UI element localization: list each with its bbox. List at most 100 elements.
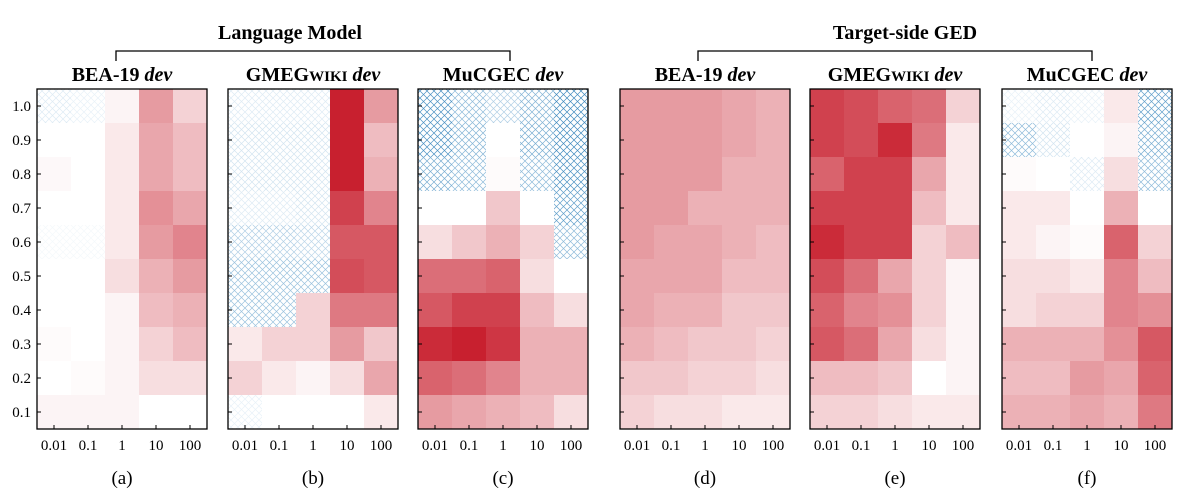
- heatmap-cell: [844, 225, 879, 260]
- heatmap-cell-hatch: [1036, 123, 1071, 158]
- heatmap-cell: [912, 395, 947, 430]
- x-tick-label: 0.1: [79, 438, 98, 454]
- heatmap-cell: [105, 191, 140, 226]
- heatmap-cell: [878, 89, 913, 124]
- heatmap-cell: [688, 361, 723, 396]
- heatmap-cell: [105, 293, 140, 328]
- heatmap-cell: [554, 293, 589, 328]
- heatmap-cell: [722, 225, 757, 260]
- heatmap-cell-hatch: [228, 157, 263, 192]
- heatmap-cell-hatch: [296, 89, 331, 124]
- y-axis-tick-labels: 1.0 0.9 0.8 0.7 0.6 0.5 0.4 0.3 0.2 0.1: [12, 99, 31, 421]
- heatmap-cell: [810, 157, 845, 192]
- heatmap-cell-hatch: [228, 89, 263, 124]
- heatmap-cell: [1070, 259, 1105, 294]
- heatmap-cell: [139, 395, 174, 430]
- panel-title-main: GMEG: [246, 64, 310, 86]
- heatmap-cell: [330, 361, 365, 396]
- heatmap-cell-hatch: [452, 89, 487, 124]
- heatmap-cell: [71, 327, 106, 362]
- group-bracket-target-side-ged: [697, 50, 1093, 61]
- heatmap-cell: [878, 225, 913, 260]
- heatmap-panel: 0.01 0.1 1 10 100 GMEGWIKI dev (e): [809, 64, 981, 489]
- x-tick-label: 10: [340, 438, 355, 454]
- heatmap-cell: [1002, 395, 1037, 430]
- heatmap-cell: [173, 259, 208, 294]
- x-tick-label: 0.01: [422, 438, 448, 454]
- heatmap-cell: [810, 191, 845, 226]
- heatmap-cell: [912, 293, 947, 328]
- heatmap-cell-hatch: [37, 89, 72, 124]
- heatmap-cell: [520, 361, 555, 396]
- heatmap-cell: [418, 259, 453, 294]
- heatmap-cell: [1104, 123, 1139, 158]
- heatmap-cell: [844, 123, 879, 158]
- heatmap-cell-hatch: [262, 89, 297, 124]
- heatmap-cell: [330, 191, 365, 226]
- heatmap-cell: [486, 395, 521, 430]
- heatmap-cell: [722, 89, 757, 124]
- heatmap-cell: [228, 361, 263, 396]
- heatmap-cell: [1070, 123, 1105, 158]
- y-tick-label: 0.1: [12, 405, 31, 421]
- heatmap-cell: [654, 293, 689, 328]
- x-tick-label: 10: [1114, 438, 1129, 454]
- heatmap-panel: 0.01 0.1 1 10 100 BEA-19 dev (a): [36, 64, 208, 489]
- heatmap-cell: [1002, 361, 1037, 396]
- heatmap-cell: [1036, 327, 1071, 362]
- heatmap-cell: [844, 191, 879, 226]
- heatmap-cell: [418, 361, 453, 396]
- y-tick-label: 0.9: [12, 133, 31, 149]
- y-tick-label: 0.8: [12, 167, 31, 183]
- heatmap-cell-hatch: [520, 123, 555, 158]
- heatmap-cell: [946, 293, 981, 328]
- heatmap-cell: [452, 191, 487, 226]
- heatmap-cell: [364, 123, 399, 158]
- heatmap-cell: [330, 395, 365, 430]
- heatmap-cell-hatch: [228, 395, 263, 430]
- heatmap-cell: [1104, 293, 1139, 328]
- heatmap-cell: [105, 225, 140, 260]
- subfigure-label: (f): [1078, 468, 1097, 489]
- heatmap-cell: [654, 157, 689, 192]
- heatmap-cell: [1138, 293, 1173, 328]
- heatmap-cell: [620, 225, 655, 260]
- heatmap-cell: [810, 259, 845, 294]
- heatmap-cell: [330, 123, 365, 158]
- heatmap-cell: [620, 89, 655, 124]
- heatmap-cell: [486, 293, 521, 328]
- y-tick-label: 0.3: [12, 337, 31, 353]
- heatmap-cell: [139, 361, 174, 396]
- heatmap-cell: [946, 225, 981, 260]
- heatmap-cell: [1104, 225, 1139, 260]
- heatmap-cell: [946, 259, 981, 294]
- heatmap-cell: [452, 293, 487, 328]
- heatmap-cell: [654, 327, 689, 362]
- heatmap-cell: [756, 225, 791, 260]
- heatmap-cell: [452, 327, 487, 362]
- heatmap-cell: [756, 293, 791, 328]
- panel-title-smallcaps: WIKI: [891, 69, 930, 85]
- heatmap-cell: [946, 361, 981, 396]
- x-tick-label: 10: [530, 438, 545, 454]
- heatmap-cell: [330, 225, 365, 260]
- heatmap-cell: [756, 327, 791, 362]
- heatmap-cell: [173, 225, 208, 260]
- heatmap-cell: [173, 293, 208, 328]
- heatmap-cell: [688, 89, 723, 124]
- heatmap-cell: [173, 191, 208, 226]
- x-tick-label: 0.01: [1006, 438, 1032, 454]
- heatmap-cell: [878, 327, 913, 362]
- heatmap-cell-hatch: [262, 259, 297, 294]
- heatmap-cell: [1104, 191, 1139, 226]
- heatmap-cell: [486, 123, 521, 158]
- heatmap-cell-hatch: [296, 225, 331, 260]
- panel-title: MuCGEC dev: [443, 64, 565, 86]
- heatmap-cell: [912, 157, 947, 192]
- heatmap-cell: [878, 157, 913, 192]
- x-tick-label: 0.01: [814, 438, 840, 454]
- heatmap-cell-hatch: [228, 259, 263, 294]
- heatmap-cell: [1070, 293, 1105, 328]
- panel-title-italic: dev: [531, 64, 565, 86]
- heatmap-cell: [620, 293, 655, 328]
